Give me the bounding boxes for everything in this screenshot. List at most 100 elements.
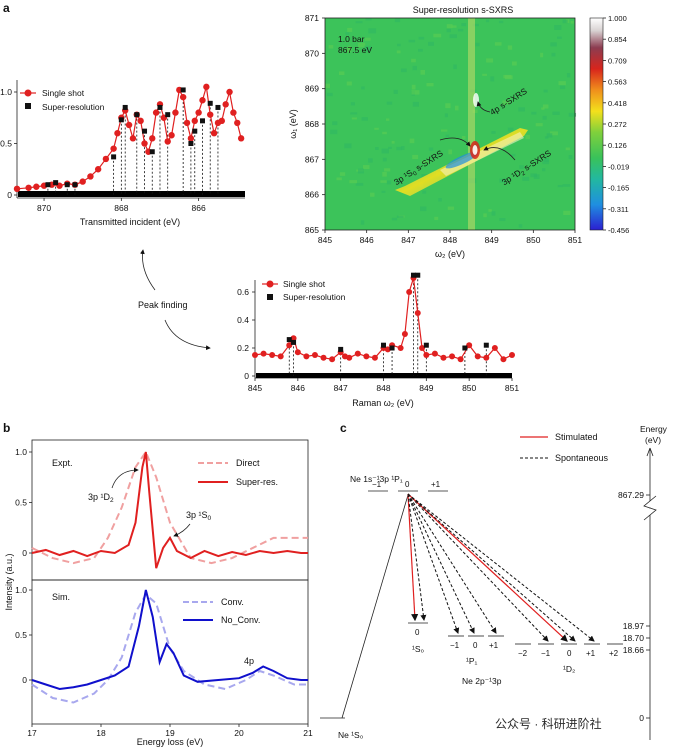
a-right-single-shot-point xyxy=(252,352,258,358)
colorbar-tick-label: -0.019 xyxy=(608,162,629,171)
heatmap-noise xyxy=(348,45,352,51)
c-stim-d2 xyxy=(407,493,568,642)
a-right-single-shot-point xyxy=(457,356,464,363)
panel-a-right: 0.6 0.4 0.2 0 845 846 847 848 849 850 851 Raman ω… xyxy=(237,272,519,408)
a-right-single-shot-point xyxy=(354,350,361,357)
b-ann-1d2-sub: 2 xyxy=(110,497,114,504)
a-left-x-tick-label: 866 xyxy=(192,203,206,213)
b-xlabel: Energy loss (eV) xyxy=(137,737,204,747)
heatmap-noise xyxy=(451,25,457,28)
a-left-super-resolution-point xyxy=(122,104,128,110)
c-energy-ticks: 867.29 18.97 18.70 18.66 0 xyxy=(618,490,650,723)
colorbar-tick-label: 0.854 xyxy=(608,35,627,44)
heatmap-noise xyxy=(355,182,364,186)
a-right-single-shot-point xyxy=(449,353,456,360)
heatmap-noise xyxy=(482,73,488,76)
a-left-super-resolution-point xyxy=(192,128,198,134)
heatmap-noise xyxy=(446,28,451,33)
a-left-single-shot-point xyxy=(149,135,156,142)
b-annotation-1s0: 3p ¹S0 xyxy=(186,510,212,522)
heatmap-noise xyxy=(485,19,490,23)
a-left-super-resolution-point xyxy=(199,118,205,124)
colorbar xyxy=(589,17,604,231)
a-left-y-tick-label: 0 xyxy=(7,190,12,200)
heatmap-noise xyxy=(401,146,405,150)
heatmap-noise xyxy=(544,136,549,139)
a-left-single-shot-point xyxy=(25,184,32,191)
a-right-legend-marker-sr xyxy=(267,294,273,300)
b-x-tick-label: 20 xyxy=(234,728,244,738)
heatmap-noise xyxy=(530,173,537,178)
heatmap-noise xyxy=(344,143,352,149)
heatmap-noise xyxy=(486,58,494,63)
a-right-single-shot-point xyxy=(414,310,421,316)
heatmap-noise xyxy=(491,131,496,134)
heatmap-x-tick-label: 850 xyxy=(526,235,540,245)
c-spont-d2-0 xyxy=(407,493,576,642)
a-left-single-shot-point xyxy=(226,88,233,96)
c-absorption-line xyxy=(341,494,409,719)
heatmap-noise xyxy=(557,184,563,188)
b-x-tick-label: 17 xyxy=(27,728,37,738)
a-left-single-shot-point xyxy=(102,155,110,163)
heatmap-diagonal-core xyxy=(440,132,524,176)
heatmap-noise xyxy=(552,111,560,115)
a-right-single-shot-point xyxy=(419,345,426,351)
panel-c: Stimulated Spontaneous Energy (eV) 867.2… xyxy=(320,424,668,740)
b-bottom-y-ticks: 1.0 0.5 0 xyxy=(15,585,32,685)
heatmap-noise xyxy=(368,28,377,34)
heatmap-noise xyxy=(420,206,427,212)
b-annotation-4p: 4p xyxy=(244,656,254,666)
heatmap-blue-spot xyxy=(445,151,479,169)
a-right-single-shot-point xyxy=(294,349,301,356)
heatmap-noise xyxy=(386,180,392,185)
c-d2-m-m1: −1 xyxy=(541,649,551,658)
a-left-super-resolution-point xyxy=(149,149,155,155)
a-left-super-resolution-point xyxy=(207,100,213,106)
heatmap-noise xyxy=(381,190,386,193)
a-left-dashed-lines xyxy=(47,89,219,195)
colorbar-tick-label: -0.165 xyxy=(608,184,629,193)
heatmap-noise xyxy=(374,127,379,130)
c-energy-unit: (eV) xyxy=(645,435,661,445)
heatmap-noise xyxy=(394,180,402,183)
heatmap-noise xyxy=(445,103,451,109)
heatmap-noise xyxy=(550,131,558,136)
a-left-single-shot-point xyxy=(129,135,137,142)
a-left-single-shot-points xyxy=(13,83,245,193)
a-right-single-shot-point xyxy=(440,354,447,361)
heatmap-noise xyxy=(433,33,442,38)
heatmap-noise xyxy=(411,58,416,63)
heatmap-noise xyxy=(494,42,502,46)
c-d2-m-0: 0 xyxy=(567,649,572,658)
a-right-super-resolution-point xyxy=(462,345,468,351)
heatmap-x-tick-label: 846 xyxy=(360,235,374,245)
heatmap-noise xyxy=(422,190,427,194)
c-legend-stimulated: Stimulated xyxy=(555,432,598,442)
c-d2-m-m2: −2 xyxy=(518,649,528,658)
peak-finding-arrow-up xyxy=(140,249,156,291)
c-d2-label: ¹D₂ xyxy=(563,664,575,674)
heatmap-noise xyxy=(396,215,404,218)
heatmap-noise xyxy=(400,68,407,73)
heatmap-noise xyxy=(421,160,429,164)
a-right-single-shot-point xyxy=(303,353,310,360)
a-left-y-ticks: 1.0 0.5 0 xyxy=(0,87,17,200)
a-left-legend-sr: Super-resolution xyxy=(42,102,105,112)
heatmap-noise xyxy=(448,149,453,155)
a-right-single-shot-point xyxy=(406,289,413,295)
b-x-tick-label: 18 xyxy=(96,728,106,738)
heatmap-noise xyxy=(397,43,401,47)
heatmap-noise xyxy=(525,134,530,140)
heatmap-noise xyxy=(518,107,525,112)
a-right-single-shot-point xyxy=(466,342,473,349)
a-left-single-shot-point xyxy=(114,130,121,137)
heatmap-noise xyxy=(361,86,365,90)
heatmap-inset-pressure: 1.0 bar xyxy=(338,34,365,44)
a-left-single-shot-point xyxy=(230,109,237,116)
a-left-legend-marker-single xyxy=(24,89,32,97)
heatmap-noise xyxy=(326,92,333,97)
heatmap-noise xyxy=(368,158,373,163)
heatmap-noise xyxy=(499,218,506,222)
a-right-dashed-lines xyxy=(288,275,487,376)
